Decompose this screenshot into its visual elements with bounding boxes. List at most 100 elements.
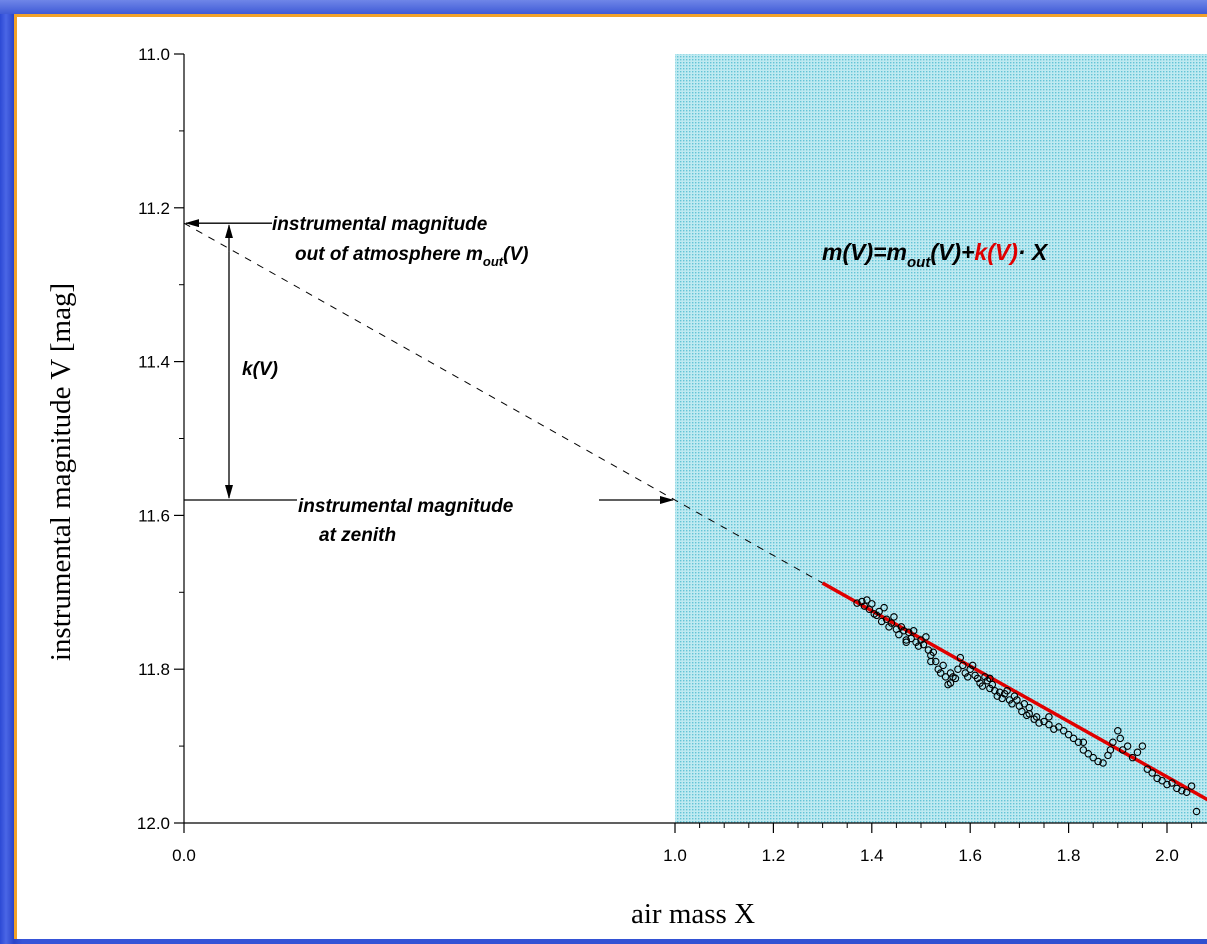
data-point (900, 626, 908, 635)
data-point (1005, 696, 1014, 704)
formula-subscript: out (907, 254, 931, 271)
x-tick-label: 1.0 (663, 846, 687, 865)
data-point (1143, 765, 1152, 773)
y-axis-title: instrumental magnitude V [mag] (45, 283, 77, 661)
y-tick-label: 11.8 (138, 660, 170, 679)
data-point (1133, 748, 1142, 757)
data-point (1178, 786, 1186, 795)
data-point (995, 688, 1004, 697)
data-point (887, 619, 896, 627)
data-point (872, 611, 881, 620)
data-point (951, 674, 960, 683)
data-point (1003, 686, 1011, 695)
y-tick-label: 11.0 (138, 45, 170, 64)
extrapolation-line (183, 222, 823, 584)
data-point (956, 653, 965, 662)
y-tick-label: 11.6 (138, 506, 170, 525)
y-tick-label: 12.0 (137, 814, 170, 833)
data-point (1069, 734, 1078, 743)
data-point (1163, 780, 1171, 789)
data-point (1074, 738, 1083, 747)
data-point (1089, 753, 1097, 762)
data-point (882, 615, 891, 623)
data-point (959, 661, 967, 670)
data-point (1106, 746, 1115, 754)
data-point (963, 673, 972, 681)
chart: 11.0 11.2 11.4 11.6 11.8 12.00.0 1.0 1.2 1.4 1.6 1… (45, 45, 1207, 930)
data-point (983, 676, 992, 685)
data-point (1123, 742, 1132, 750)
annotation-out-suffix: (V) (503, 244, 528, 265)
data-point (981, 673, 989, 681)
data-point (1010, 692, 1019, 700)
annotation-k-label: k(V) (242, 359, 278, 380)
y-tick-label: 11.2 (138, 199, 170, 218)
data-point (914, 642, 923, 650)
annotation-out-prefix: out of atmosphere m (295, 244, 483, 265)
formula: m(V)=mout(V)+k(V)· X (822, 239, 1049, 271)
formula-part3: · X (1018, 239, 1049, 265)
data-point (932, 657, 940, 666)
data-point (934, 665, 942, 673)
data-point (1158, 776, 1166, 785)
data-point (1032, 713, 1041, 721)
data-point (1116, 734, 1125, 743)
formula-part2: (V)+ (930, 239, 974, 265)
data-point (875, 607, 883, 616)
data-point (1099, 759, 1107, 767)
data-point (919, 640, 928, 649)
x-tick-label: 0.0 (172, 846, 196, 865)
data-point (909, 626, 918, 635)
data-point (880, 603, 888, 612)
data-point (954, 665, 962, 673)
data-point (1018, 707, 1026, 716)
data-point (1118, 746, 1127, 754)
data-point (988, 680, 997, 689)
data-point (897, 623, 906, 631)
data-point (1045, 720, 1053, 729)
data-point (1079, 738, 1088, 747)
data-point (961, 669, 970, 677)
data-point (986, 674, 994, 683)
annotation-zenith-line1: instrumental magnitude (298, 496, 514, 517)
data-point (885, 623, 893, 631)
data-point (922, 633, 930, 641)
data-point (1064, 730, 1073, 739)
data-point (1128, 753, 1137, 762)
data-point (907, 634, 915, 643)
annotation-out-of-atmosphere-line1: instrumental magnitude (272, 214, 488, 235)
data-point (1168, 779, 1176, 787)
data-point (1114, 726, 1122, 735)
data-point (1030, 715, 1038, 723)
y-tick-label: 11.4 (138, 353, 170, 372)
data-point (902, 638, 910, 647)
data-point (939, 661, 947, 670)
annotation-zenith-line2: at zenith (319, 525, 396, 546)
data-point (968, 661, 977, 670)
x-tick-label: 1.2 (762, 846, 786, 865)
data-point (1013, 696, 1021, 704)
data-point (868, 600, 876, 608)
data-point (1182, 788, 1191, 796)
data-point (1094, 757, 1102, 766)
data-point (1192, 807, 1201, 816)
annotation-out-of-atmosphere-line2: out of atmosphere mout(V) (295, 244, 528, 269)
data-point (1008, 700, 1016, 708)
data-point (1035, 719, 1043, 727)
data-point (941, 673, 950, 681)
x-tick-label: 2.0 (1155, 846, 1179, 865)
data-point (966, 665, 974, 673)
data-point (853, 599, 861, 607)
data-point (904, 628, 913, 637)
x-tick-label: 1.8 (1057, 846, 1081, 865)
data-point (1187, 782, 1196, 790)
data-point (929, 648, 938, 657)
data-point (902, 636, 910, 644)
data-point (1138, 742, 1147, 750)
x-axis-title: air mass X (631, 898, 755, 930)
slide-top-bar (0, 0, 1207, 14)
data-point (936, 669, 945, 677)
data-point (1020, 700, 1029, 708)
data-point (863, 596, 871, 604)
